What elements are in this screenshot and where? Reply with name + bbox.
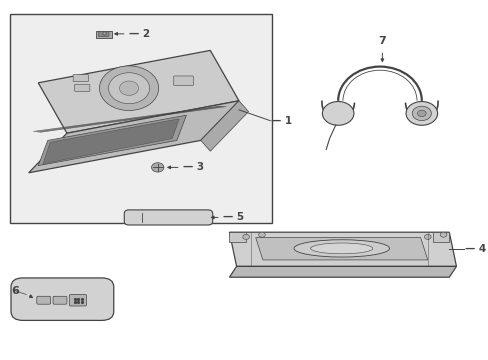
Circle shape	[424, 234, 430, 239]
Circle shape	[108, 73, 149, 104]
Text: 7: 7	[378, 36, 386, 46]
Circle shape	[243, 234, 249, 239]
FancyBboxPatch shape	[11, 278, 114, 320]
Circle shape	[405, 102, 437, 125]
Circle shape	[151, 163, 163, 172]
Polygon shape	[38, 115, 186, 166]
Circle shape	[417, 110, 425, 117]
Bar	[10, 14, 272, 223]
Polygon shape	[38, 50, 239, 133]
Polygon shape	[29, 101, 239, 173]
FancyBboxPatch shape	[98, 31, 109, 36]
Text: — 1: — 1	[271, 116, 292, 126]
Ellipse shape	[293, 240, 389, 257]
FancyBboxPatch shape	[37, 296, 51, 304]
Circle shape	[119, 81, 138, 95]
Polygon shape	[229, 232, 455, 266]
Polygon shape	[432, 232, 448, 242]
Circle shape	[322, 102, 353, 125]
FancyBboxPatch shape	[124, 210, 212, 225]
Text: 6: 6	[11, 286, 19, 296]
Text: — 3: — 3	[182, 162, 203, 172]
Circle shape	[439, 232, 446, 237]
Text: — 4: — 4	[464, 244, 486, 254]
FancyBboxPatch shape	[73, 75, 88, 82]
FancyBboxPatch shape	[69, 294, 86, 306]
FancyBboxPatch shape	[53, 296, 67, 304]
Polygon shape	[229, 266, 455, 277]
Polygon shape	[95, 31, 112, 38]
FancyBboxPatch shape	[74, 84, 90, 91]
Circle shape	[411, 106, 430, 121]
Polygon shape	[229, 232, 245, 242]
Circle shape	[258, 232, 264, 237]
Polygon shape	[255, 238, 427, 260]
Text: — 5: — 5	[223, 212, 244, 222]
Polygon shape	[43, 119, 179, 164]
Text: — 2: — 2	[129, 29, 150, 39]
Circle shape	[99, 66, 159, 111]
FancyBboxPatch shape	[173, 76, 193, 85]
Ellipse shape	[310, 243, 372, 254]
Polygon shape	[201, 101, 248, 151]
